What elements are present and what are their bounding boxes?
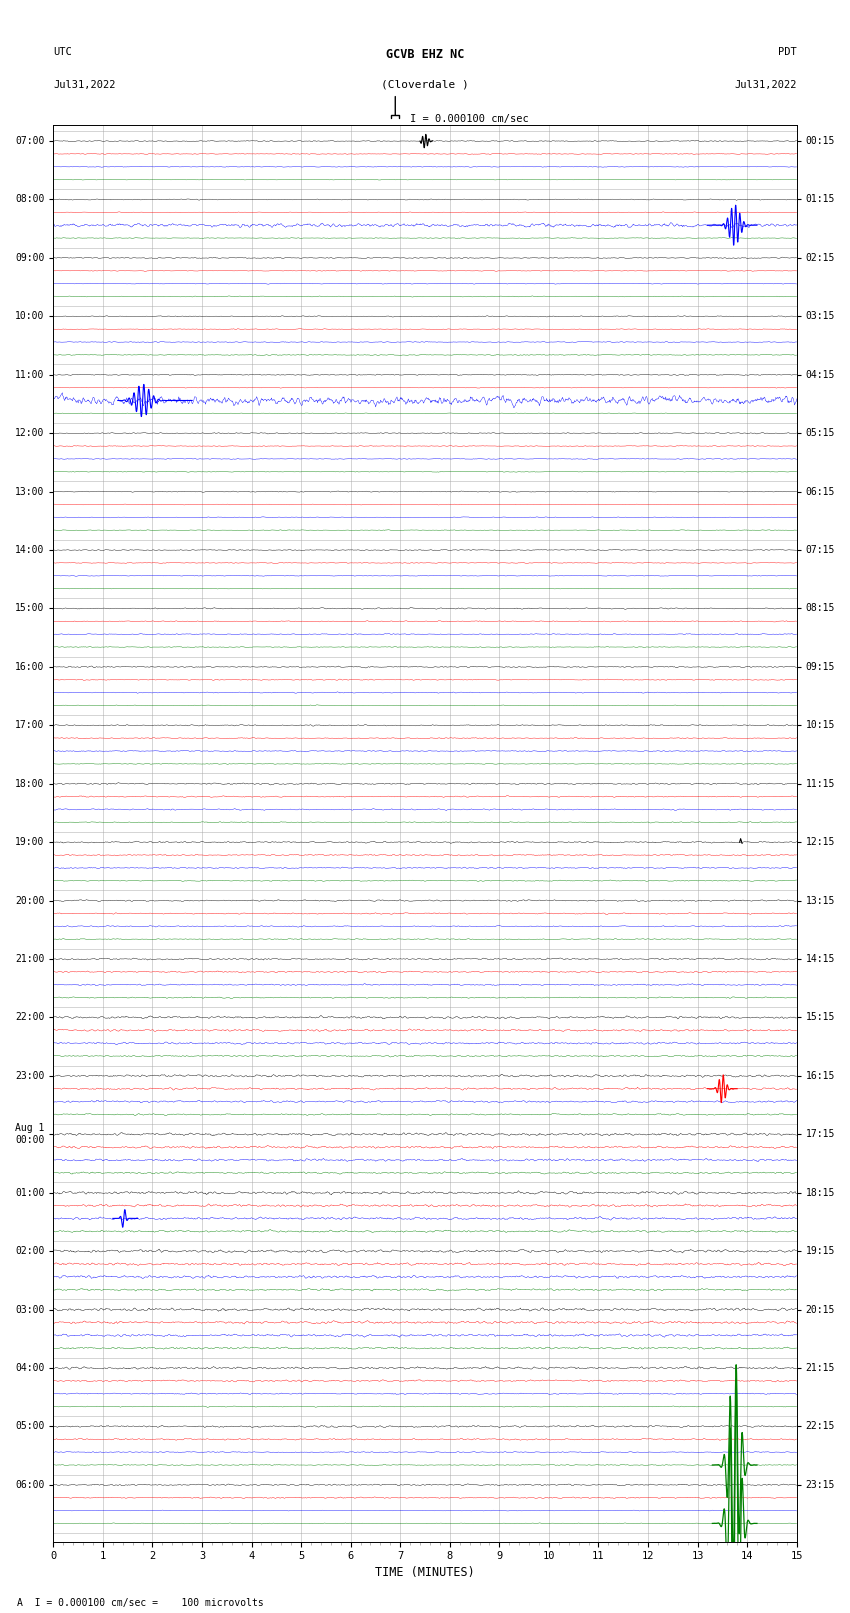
- Text: Jul31,2022: Jul31,2022: [54, 79, 116, 89]
- Text: GCVB EHZ NC: GCVB EHZ NC: [386, 48, 464, 61]
- Text: Jul31,2022: Jul31,2022: [734, 79, 796, 89]
- X-axis label: TIME (MINUTES): TIME (MINUTES): [375, 1566, 475, 1579]
- Text: PDT: PDT: [778, 47, 796, 56]
- Text: UTC: UTC: [54, 47, 72, 56]
- Text: I = 0.000100 cm/sec: I = 0.000100 cm/sec: [411, 113, 529, 124]
- Text: (Cloverdale ): (Cloverdale ): [381, 79, 469, 89]
- Text: A  I = 0.000100 cm/sec =    100 microvolts: A I = 0.000100 cm/sec = 100 microvolts: [17, 1598, 264, 1608]
